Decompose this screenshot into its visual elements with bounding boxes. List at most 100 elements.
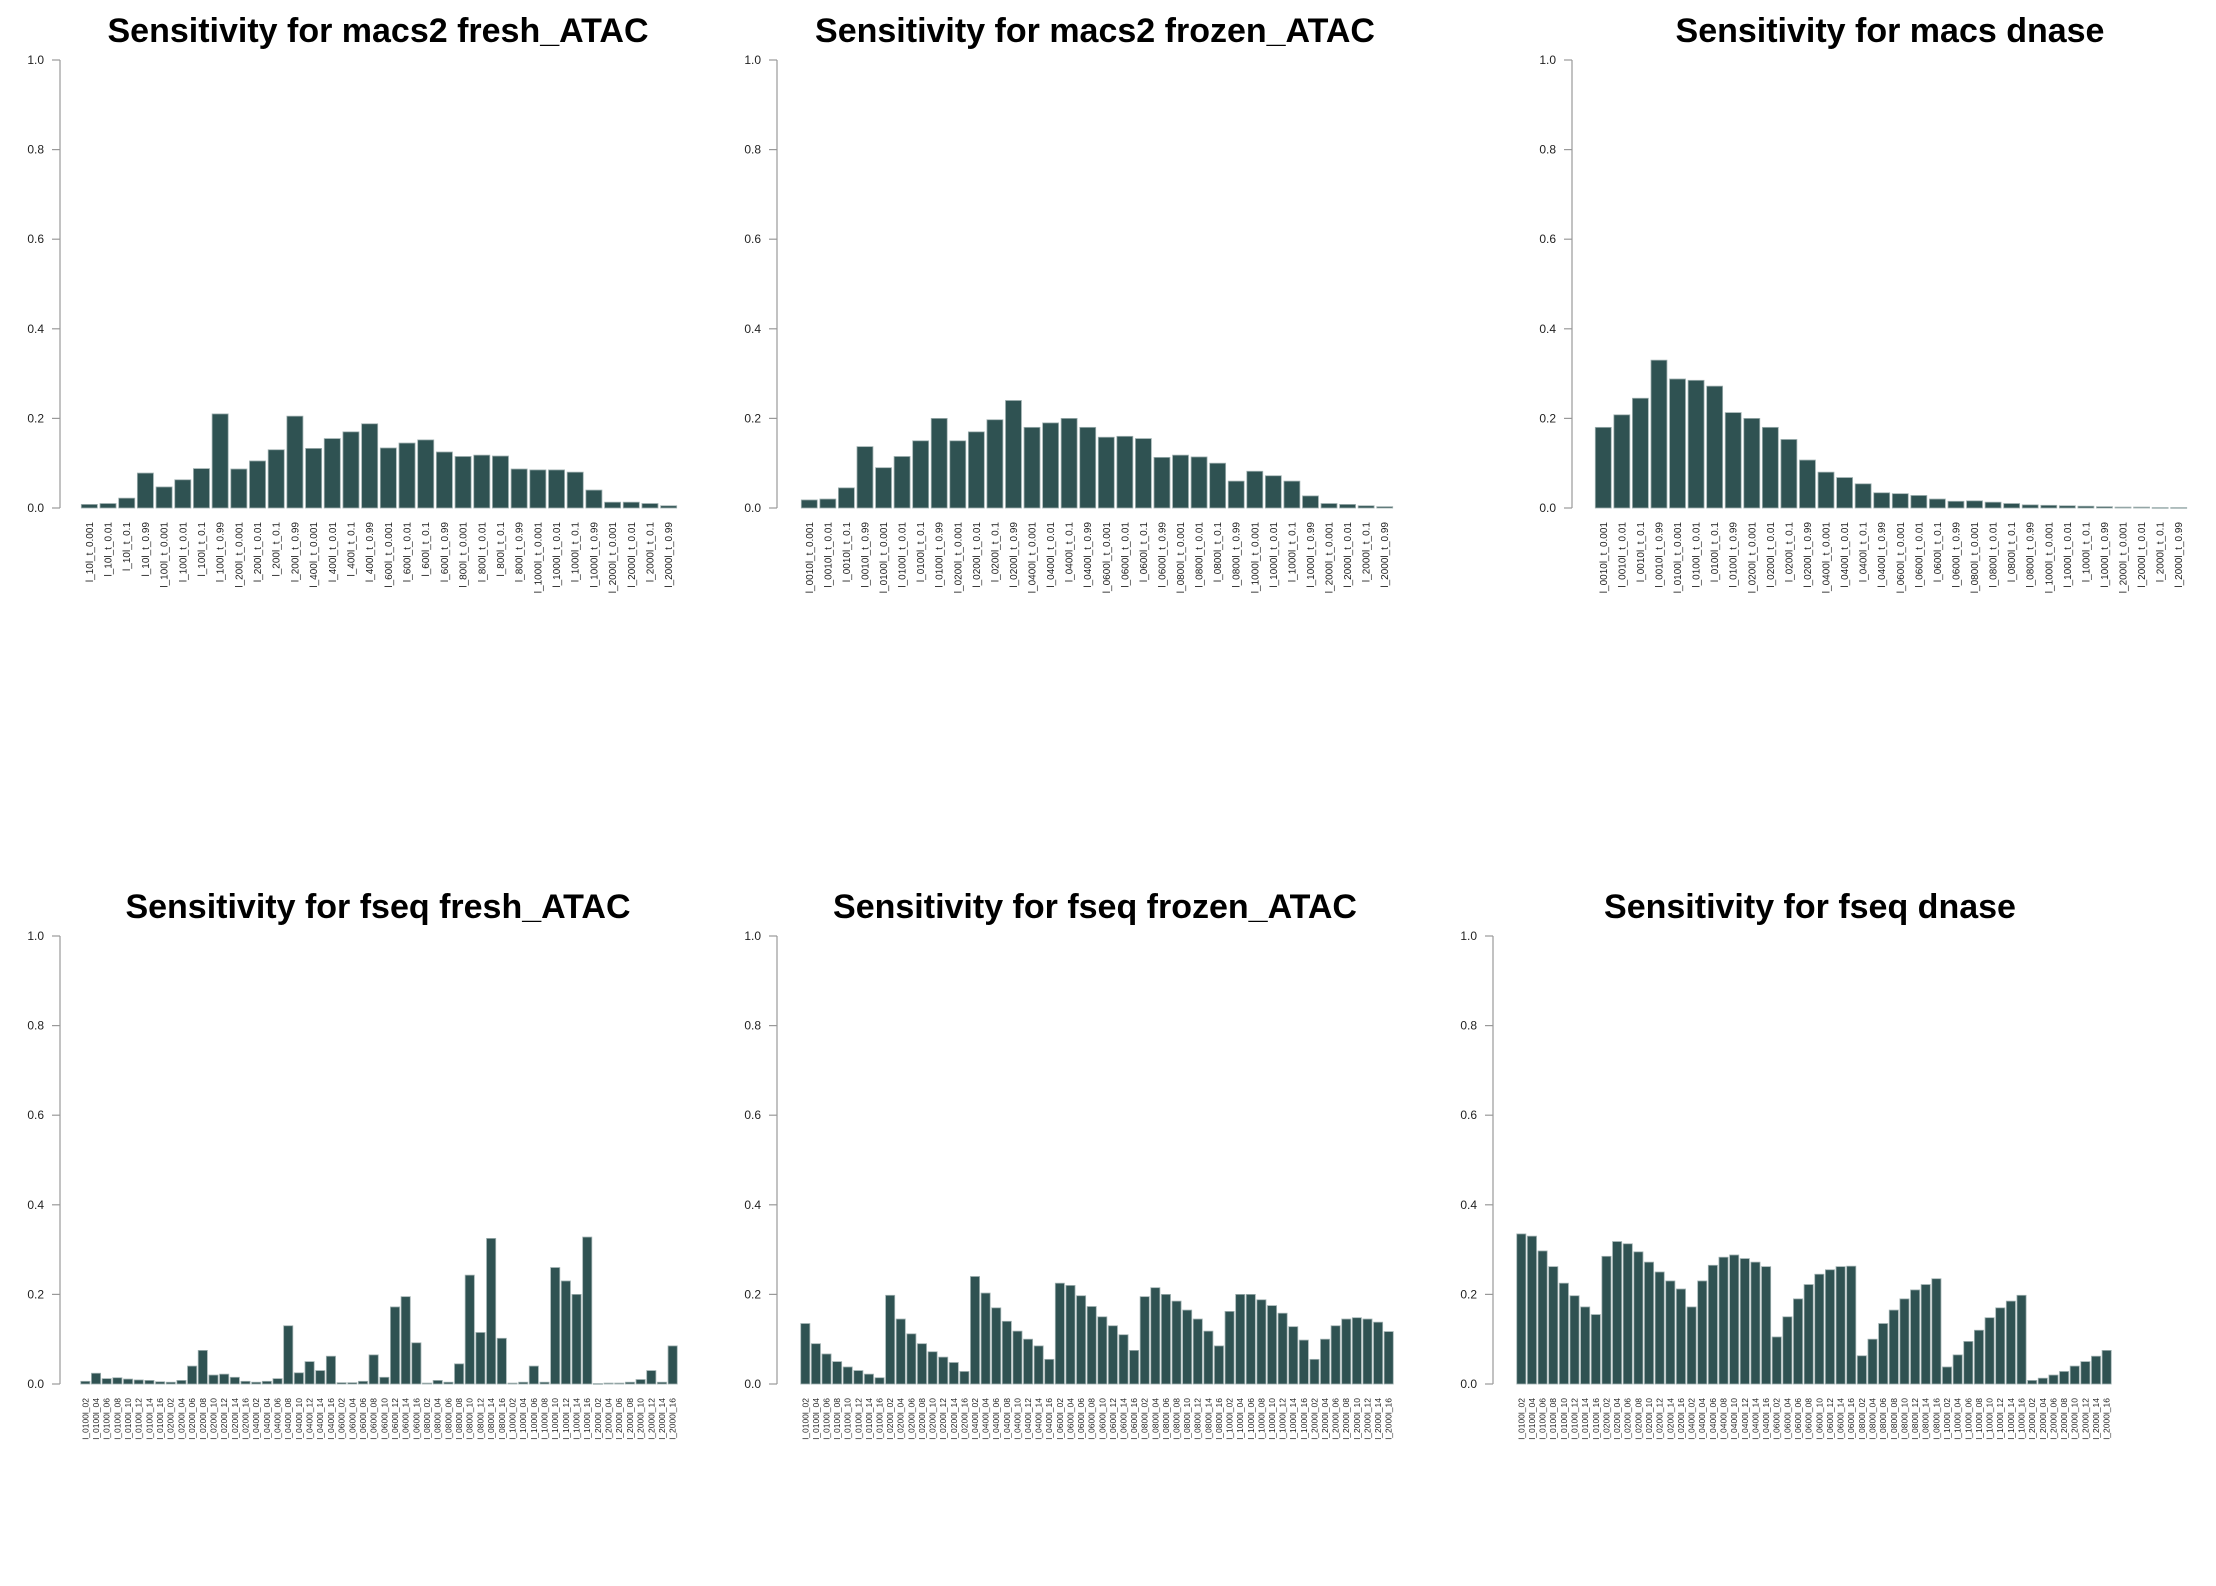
bar (1267, 1305, 1277, 1385)
x-tick-label: l_2000l_06 (614, 1398, 624, 1440)
x-tick-label: l_1000l_t_0.99 (1306, 522, 1317, 588)
bar (432, 1380, 443, 1385)
bar (885, 1294, 896, 1385)
x-tick-label: l_0600l_t_0.1 (1139, 522, 1150, 582)
bar (144, 1380, 155, 1385)
bar (368, 1354, 379, 1385)
x-tick-label: l_2000l_02 (2027, 1398, 2037, 1440)
bar (136, 472, 154, 509)
x-tick-label: l_1000l_10 (550, 1398, 560, 1440)
x-tick-label: l_2000l_t_0.99 (664, 522, 675, 588)
x-tick-label: l_0800l_16 (1931, 1398, 1941, 1440)
bar (874, 1377, 885, 1385)
x-tick-label: l_0400l_08 (283, 1398, 293, 1440)
x-tick-label: l_400l_t_0.001 (309, 522, 320, 588)
bar (336, 1382, 347, 1385)
bar (1632, 397, 1649, 509)
bar (1227, 480, 1245, 509)
x-tick-label: l_0400l_t_0.1 (1859, 522, 1870, 582)
bar (1686, 1306, 1697, 1385)
bar (980, 1292, 991, 1385)
bar (293, 1372, 304, 1385)
bar (1856, 1355, 1867, 1385)
bar (1984, 1317, 1995, 1385)
x-tick-label: l_0600l_04 (347, 1398, 357, 1440)
x-tick-label: l_400l_t_0.01 (328, 522, 339, 582)
x-tick-label: l_0100l_t_0.001 (1673, 522, 1684, 594)
x-tick-label: l_0400l_t_0.01 (1840, 522, 1851, 588)
x-tick-label: l_0600l_06 (1793, 1398, 1803, 1440)
bar (464, 1274, 475, 1385)
x-tick-label: l_0800l_04 (433, 1398, 443, 1440)
x-tick-label: l_0600l_02 (1055, 1398, 1065, 1440)
bar (1707, 1264, 1718, 1385)
x-tick-label: l_0100l_t_0.1 (916, 522, 927, 582)
x-tick-label: l_0800l_06 (1878, 1398, 1888, 1440)
bar (1899, 1298, 1910, 1385)
bar (1942, 1366, 1953, 1385)
bar (357, 1380, 368, 1385)
bar (1139, 1296, 1150, 1385)
y-tick-label: 0.4 (1460, 1198, 1477, 1212)
bar (1172, 454, 1189, 509)
bar (1622, 1243, 1633, 1385)
bar (1153, 456, 1171, 509)
bar (1171, 1300, 1182, 1385)
bar (187, 1365, 198, 1385)
bar (539, 1381, 550, 1385)
x-tick-label: l_0600l_08 (369, 1398, 379, 1440)
bar (208, 1374, 219, 1385)
x-tick-label: l_0800l_16 (497, 1398, 507, 1440)
y-tick-label: 0.0 (27, 1377, 44, 1391)
bar (2027, 1380, 2038, 1385)
x-tick-label: l_0200l_06 (1623, 1398, 1633, 1440)
y-tick-label: 0.0 (744, 1377, 761, 1391)
x-tick-label: l_0100l_02 (1516, 1398, 1526, 1440)
bar (1799, 459, 1816, 509)
bar (2016, 1294, 2027, 1385)
x-tick-label: l_0100l_10 (843, 1398, 853, 1440)
x-tick-label: l_0400l_t_0.1 (1065, 522, 1076, 582)
y-tick-label: 0.4 (744, 1198, 761, 1212)
x-tick-label: l_0600l_10 (1814, 1398, 1824, 1440)
x-tick-label: l_2000l_14 (1373, 1398, 1383, 1440)
x-tick-label: l_0400l_04 (981, 1398, 991, 1440)
bar (863, 1373, 874, 1385)
x-tick-label: l_0100l_06 (102, 1398, 112, 1440)
x-tick-label: l_0100l_10 (1559, 1398, 1569, 1440)
chart-title: Sensitivity for macs2 fresh_ATAC (107, 12, 648, 50)
bar (1780, 439, 1798, 509)
x-tick-label: l_0100l_08 (1548, 1398, 1558, 1440)
bar (906, 1333, 917, 1385)
x-tick-label: l_0100l_t_0.01 (898, 522, 909, 588)
x-tick-label: l_2000l_08 (2059, 1398, 2069, 1440)
bar (1001, 1320, 1012, 1385)
x-tick-label: l_0600l_04 (1782, 1398, 1792, 1440)
bar (1814, 1273, 1825, 1385)
bar (1320, 1338, 1331, 1385)
x-tick-label: l_0600l_06 (1076, 1398, 1086, 1440)
x-tick-label: l_0800l_t_0.99 (1232, 522, 1243, 588)
bar (219, 1373, 230, 1385)
bar (986, 419, 1004, 509)
bar (2048, 1374, 2059, 1385)
bar (1339, 504, 1356, 509)
x-tick-label: l_2000l_t_0.001 (1325, 522, 1336, 594)
bar (422, 1382, 433, 1385)
x-tick-label: l_2000l_10 (2070, 1398, 2080, 1440)
x-tick-label: l_0100l_06 (1538, 1398, 1548, 1440)
x-tick-label: l_2000l_t_0.1 (645, 522, 656, 582)
bar (592, 1383, 603, 1385)
bar (1203, 1330, 1214, 1385)
x-tick-label: l_0800l_t_0.01 (1989, 522, 2000, 588)
bar (2058, 505, 2076, 509)
x-tick-label: l_10l_t_0.01 (104, 522, 115, 577)
bar (646, 1370, 657, 1385)
bar (1245, 1294, 1256, 1385)
x-tick-label: l_0400l_06 (273, 1398, 283, 1440)
x-tick-label: l_1000l_12 (1995, 1398, 2005, 1440)
x-tick-label: l_1000l_06 (1246, 1398, 1256, 1440)
bar (1793, 1298, 1804, 1385)
bar (1192, 1318, 1203, 1385)
bar (305, 448, 323, 509)
